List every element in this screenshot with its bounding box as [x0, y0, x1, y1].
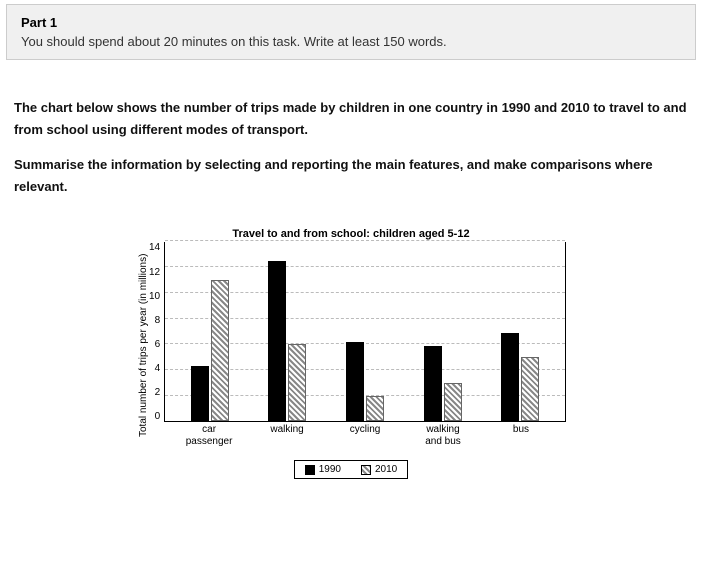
y-axis-label: Total number of trips per year (in milli…	[136, 242, 149, 448]
x-label: cycling	[341, 424, 389, 448]
chart-container: Travel to and from school: children aged…	[136, 228, 566, 479]
bar-2010	[288, 344, 306, 421]
bar-2010	[211, 280, 229, 421]
bars-layer	[165, 242, 565, 421]
bar-group	[419, 346, 467, 422]
bar-1990	[424, 346, 442, 422]
bar-group	[341, 342, 389, 422]
x-label: walking	[263, 424, 311, 448]
part-title: Part 1	[21, 15, 681, 30]
bar-2010	[366, 396, 384, 422]
chart-body: Total number of trips per year (in milli…	[136, 242, 566, 448]
task-description: The chart below shows the number of trip…	[0, 60, 702, 198]
bar-1990	[191, 366, 209, 421]
plot-wrap: car passenger walking cycling walking and b…	[164, 242, 566, 448]
legend-item-2010: 2010	[361, 464, 397, 475]
bar-1990	[268, 261, 286, 422]
x-label: walking and bus	[419, 424, 467, 448]
y-tick: 10	[149, 291, 160, 302]
y-tick: 8	[149, 315, 160, 326]
legend-item-1990: 1990	[305, 464, 341, 475]
bar-1990	[346, 342, 364, 422]
y-tick: 4	[149, 363, 160, 374]
x-label: bus	[497, 424, 545, 448]
plot-area	[164, 242, 566, 422]
y-axis-ticks: 14 12 10 8 6 4 2 0	[149, 242, 164, 422]
legend-swatch-solid	[305, 465, 315, 475]
bar-2010	[444, 383, 462, 422]
part-subtitle: You should spend about 20 minutes on thi…	[21, 34, 681, 49]
chart-legend: 1990 2010	[294, 460, 409, 479]
bar-group	[186, 280, 234, 421]
description-para-1: The chart below shows the number of trip…	[14, 97, 688, 141]
y-tick: 14	[149, 242, 160, 253]
x-label: car passenger	[185, 424, 233, 448]
description-para-2: Summarise the information by selecting a…	[14, 154, 688, 198]
task-instruction-box: Part 1 You should spend about 20 minutes…	[6, 4, 696, 60]
chart-title: Travel to and from school: children aged…	[136, 228, 566, 240]
legend-swatch-hatch	[361, 465, 371, 475]
bar-group	[263, 261, 311, 422]
bar-2010	[521, 357, 539, 421]
legend-label: 2010	[375, 464, 397, 475]
gridline	[165, 240, 565, 241]
y-tick: 12	[149, 267, 160, 278]
x-axis-labels: car passenger walking cycling walking and b…	[164, 422, 566, 448]
y-tick: 0	[149, 411, 160, 422]
legend-label: 1990	[319, 464, 341, 475]
bar-group	[496, 333, 544, 422]
bar-1990	[501, 333, 519, 422]
y-tick: 6	[149, 339, 160, 350]
y-tick: 2	[149, 387, 160, 398]
